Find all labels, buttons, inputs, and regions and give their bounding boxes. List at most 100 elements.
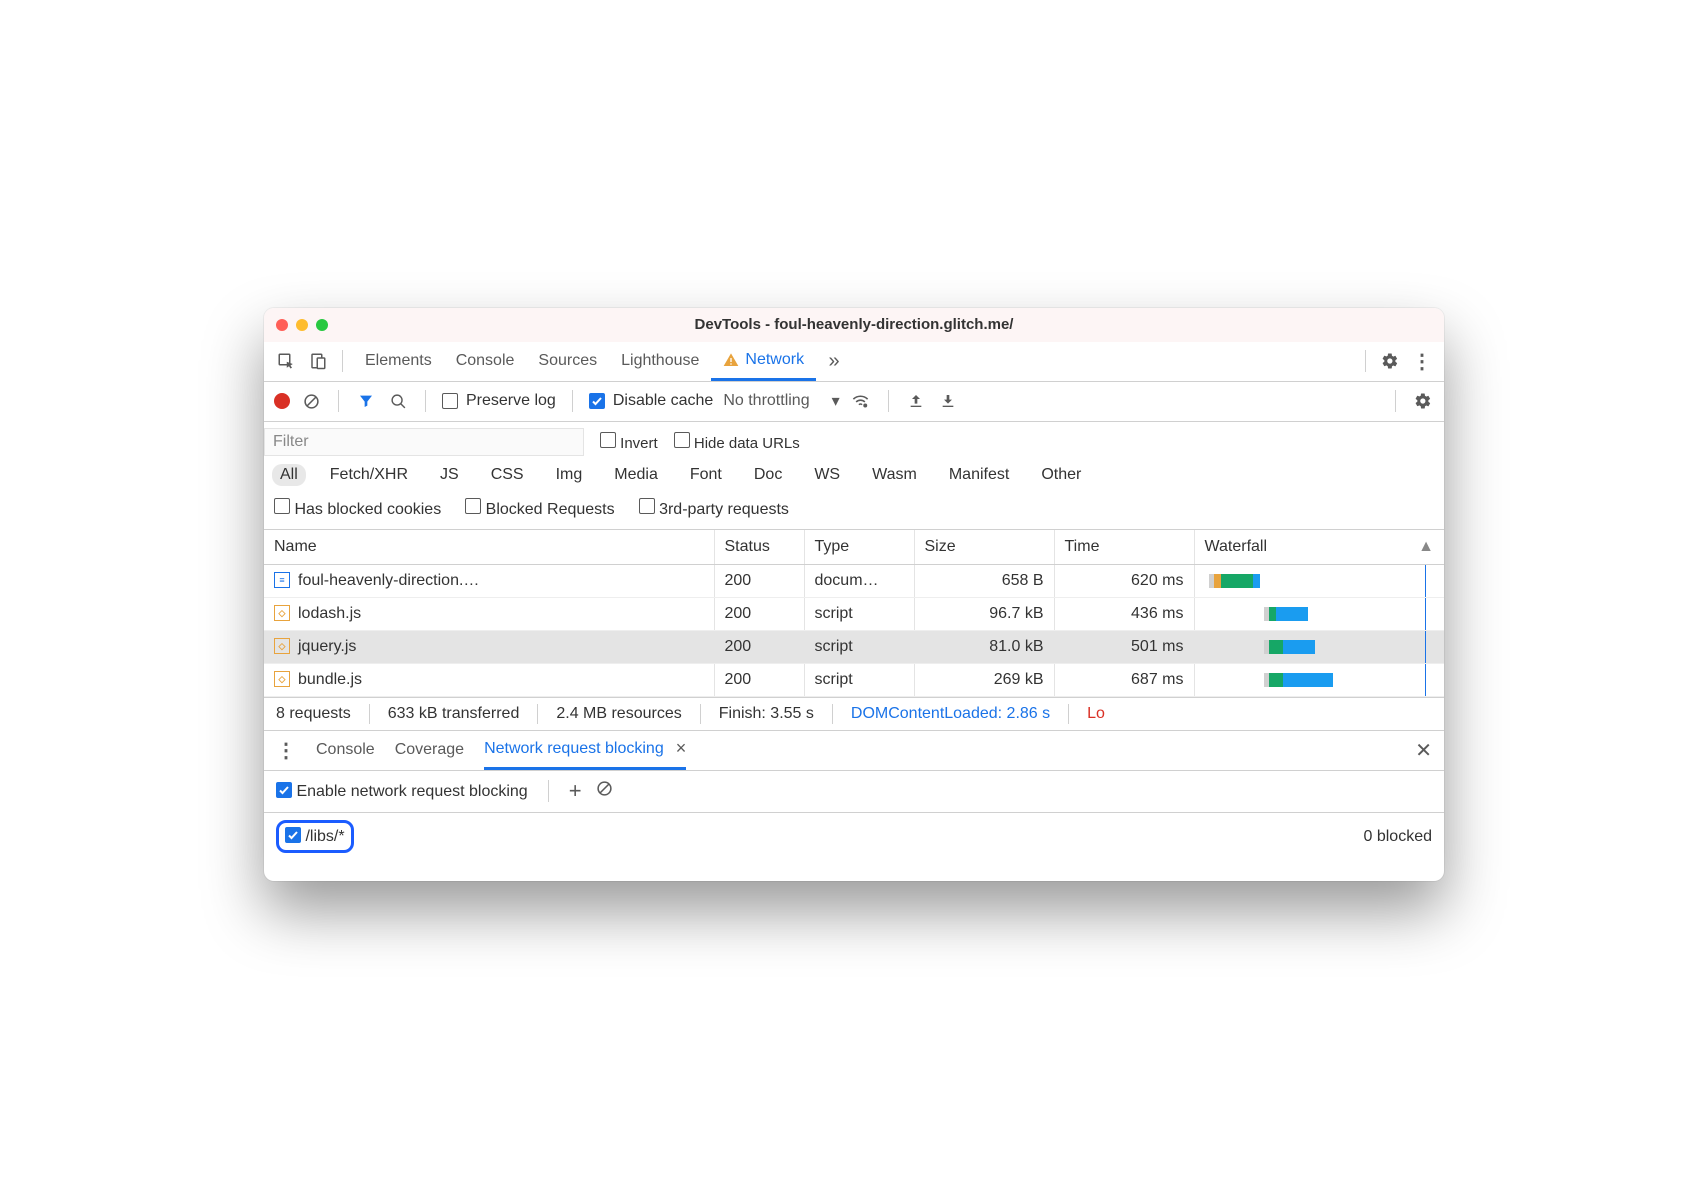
pattern-highlight: /libs/* [276, 820, 354, 853]
column-header-name[interactable]: Name [264, 530, 714, 565]
cell-size: 658 B [914, 564, 1054, 597]
cell-time: 436 ms [1054, 597, 1194, 630]
network-settings-gear-icon[interactable] [1412, 390, 1434, 412]
tab-console[interactable]: Console [444, 341, 527, 381]
remove-all-patterns-icon[interactable] [596, 780, 613, 802]
download-har-icon[interactable] [937, 390, 959, 412]
column-header-size[interactable]: Size [914, 530, 1054, 565]
disable-cache-checkbox[interactable]: Disable cache [589, 392, 714, 410]
type-filter-other[interactable]: Other [1033, 464, 1089, 486]
settings-gear-icon[interactable] [1376, 347, 1404, 375]
column-header-time[interactable]: Time [1054, 530, 1194, 565]
cell-waterfall [1194, 564, 1444, 597]
throttling-label: No throttling [723, 392, 809, 410]
network-toolbar: Preserve log Disable cache No throttling… [264, 382, 1444, 422]
record-button[interactable] [274, 393, 290, 409]
cell-type: script [804, 663, 914, 696]
script-icon: ◇ [274, 638, 290, 654]
separator [1395, 390, 1396, 412]
tab-sources[interactable]: Sources [526, 341, 609, 381]
network-status-bar: 8 requests 633 kB transferred 2.4 MB res… [264, 697, 1444, 731]
tab-network[interactable]: Network [711, 341, 816, 381]
resource-type-filters: All Fetch/XHR JS CSS Img Media Font Doc WS Wasm Ma… [264, 456, 1444, 494]
inspect-element-icon[interactable] [272, 347, 300, 375]
tab-lighthouse[interactable]: Lighthouse [609, 341, 711, 381]
kebab-menu-icon[interactable]: ⋮ [1408, 347, 1436, 375]
column-header-type[interactable]: Type [804, 530, 914, 565]
checkbox-checked-icon [589, 393, 605, 409]
network-table: NameStatusTypeSizeTimeWaterfall▲ ≡foul-h… [264, 530, 1444, 697]
type-filter-ws[interactable]: WS [806, 464, 848, 486]
cell-size: 96.7 kB [914, 597, 1054, 630]
invert-checkbox[interactable]: Invert [600, 432, 658, 452]
pattern-text: /libs/* [305, 828, 344, 845]
titlebar: DevTools - foul-heavenly-direction.glitc… [264, 308, 1444, 342]
search-icon[interactable] [387, 390, 409, 412]
more-tabs-chevron-icon[interactable]: » [820, 347, 848, 375]
zoom-window-button[interactable] [316, 319, 328, 331]
request-name: lodash.js [298, 605, 361, 622]
type-filter-manifest[interactable]: Manifest [941, 464, 1017, 486]
upload-har-icon[interactable] [905, 390, 927, 412]
throttling-dropdown[interactable]: No throttling ▾ [723, 391, 839, 411]
checkbox-icon [600, 432, 616, 448]
drawer-kebab-icon[interactable]: ⋮ [276, 738, 296, 763]
checkbox-icon [442, 393, 458, 409]
third-party-requests-checkbox[interactable]: 3rd-party requests [639, 498, 789, 519]
table-row[interactable]: ◇lodash.js200script96.7 kB436 ms [264, 597, 1444, 630]
type-filter-js[interactable]: JS [432, 464, 467, 486]
disable-cache-label: Disable cache [613, 392, 714, 410]
warning-icon [723, 352, 739, 368]
cell-status: 200 [714, 597, 804, 630]
type-filter-doc[interactable]: Doc [746, 464, 790, 486]
type-filter-font[interactable]: Font [682, 464, 730, 486]
cell-size: 81.0 kB [914, 630, 1054, 663]
filter-input[interactable] [264, 428, 584, 456]
network-conditions-icon[interactable] [850, 390, 872, 412]
type-filter-img[interactable]: Img [548, 464, 591, 486]
hide-data-urls-label: Hide data URLs [694, 435, 800, 452]
enable-blocking-label: Enable network request blocking [296, 783, 527, 800]
table-row[interactable]: ◇jquery.js200script81.0 kB501 ms [264, 630, 1444, 663]
cell-time: 501 ms [1054, 630, 1194, 663]
separator [888, 390, 889, 412]
request-name: jquery.js [298, 638, 356, 655]
checkbox-checked-icon [276, 782, 292, 798]
hide-data-urls-checkbox[interactable]: Hide data URLs [674, 432, 800, 452]
has-blocked-cookies-checkbox[interactable]: Has blocked cookies [274, 498, 441, 519]
table-row[interactable]: ◇bundle.js200script269 kB687 ms [264, 663, 1444, 696]
type-filter-media[interactable]: Media [606, 464, 666, 486]
clear-icon[interactable] [300, 390, 322, 412]
close-window-button[interactable] [276, 319, 288, 331]
tab-label: Sources [538, 352, 597, 370]
device-toolbar-icon[interactable] [304, 347, 332, 375]
minimize-window-button[interactable] [296, 319, 308, 331]
separator [425, 390, 426, 412]
close-drawer-icon[interactable]: ✕ [1415, 738, 1432, 763]
column-header-status[interactable]: Status [714, 530, 804, 565]
document-icon: ≡ [274, 572, 290, 588]
drawer-tab-network-request-blocking[interactable]: Network request blocking× [484, 730, 686, 770]
add-pattern-icon[interactable]: + [569, 778, 582, 804]
preserve-log-checkbox[interactable]: Preserve log [442, 392, 556, 410]
checkbox-icon [274, 498, 290, 514]
table-row[interactable]: ≡foul-heavenly-direction.…200docum…658 B… [264, 564, 1444, 597]
preserve-log-label: Preserve log [466, 392, 556, 410]
cell-status: 200 [714, 564, 804, 597]
close-tab-icon[interactable]: × [676, 738, 687, 759]
enable-blocking-checkbox[interactable]: Enable network request blocking [276, 782, 528, 801]
column-header-waterfall[interactable]: Waterfall▲ [1194, 530, 1444, 565]
type-filter-fetch-xhr[interactable]: Fetch/XHR [322, 464, 416, 486]
cell-status: 200 [714, 663, 804, 696]
drawer-tab-coverage[interactable]: Coverage [395, 730, 464, 770]
pattern-checkbox[interactable]: /libs/* [285, 827, 345, 846]
drawer-tab-console[interactable]: Console [316, 730, 375, 770]
type-filter-wasm[interactable]: Wasm [864, 464, 925, 486]
blocked-requests-checkbox[interactable]: Blocked Requests [465, 498, 614, 519]
separator [1365, 350, 1366, 372]
tab-elements[interactable]: Elements [353, 341, 444, 381]
type-filter-css[interactable]: CSS [483, 464, 532, 486]
filter-funnel-icon[interactable] [355, 390, 377, 412]
main-tabs-row: ElementsConsoleSourcesLighthouseNetwork … [264, 342, 1444, 382]
type-filter-all[interactable]: All [272, 464, 306, 486]
